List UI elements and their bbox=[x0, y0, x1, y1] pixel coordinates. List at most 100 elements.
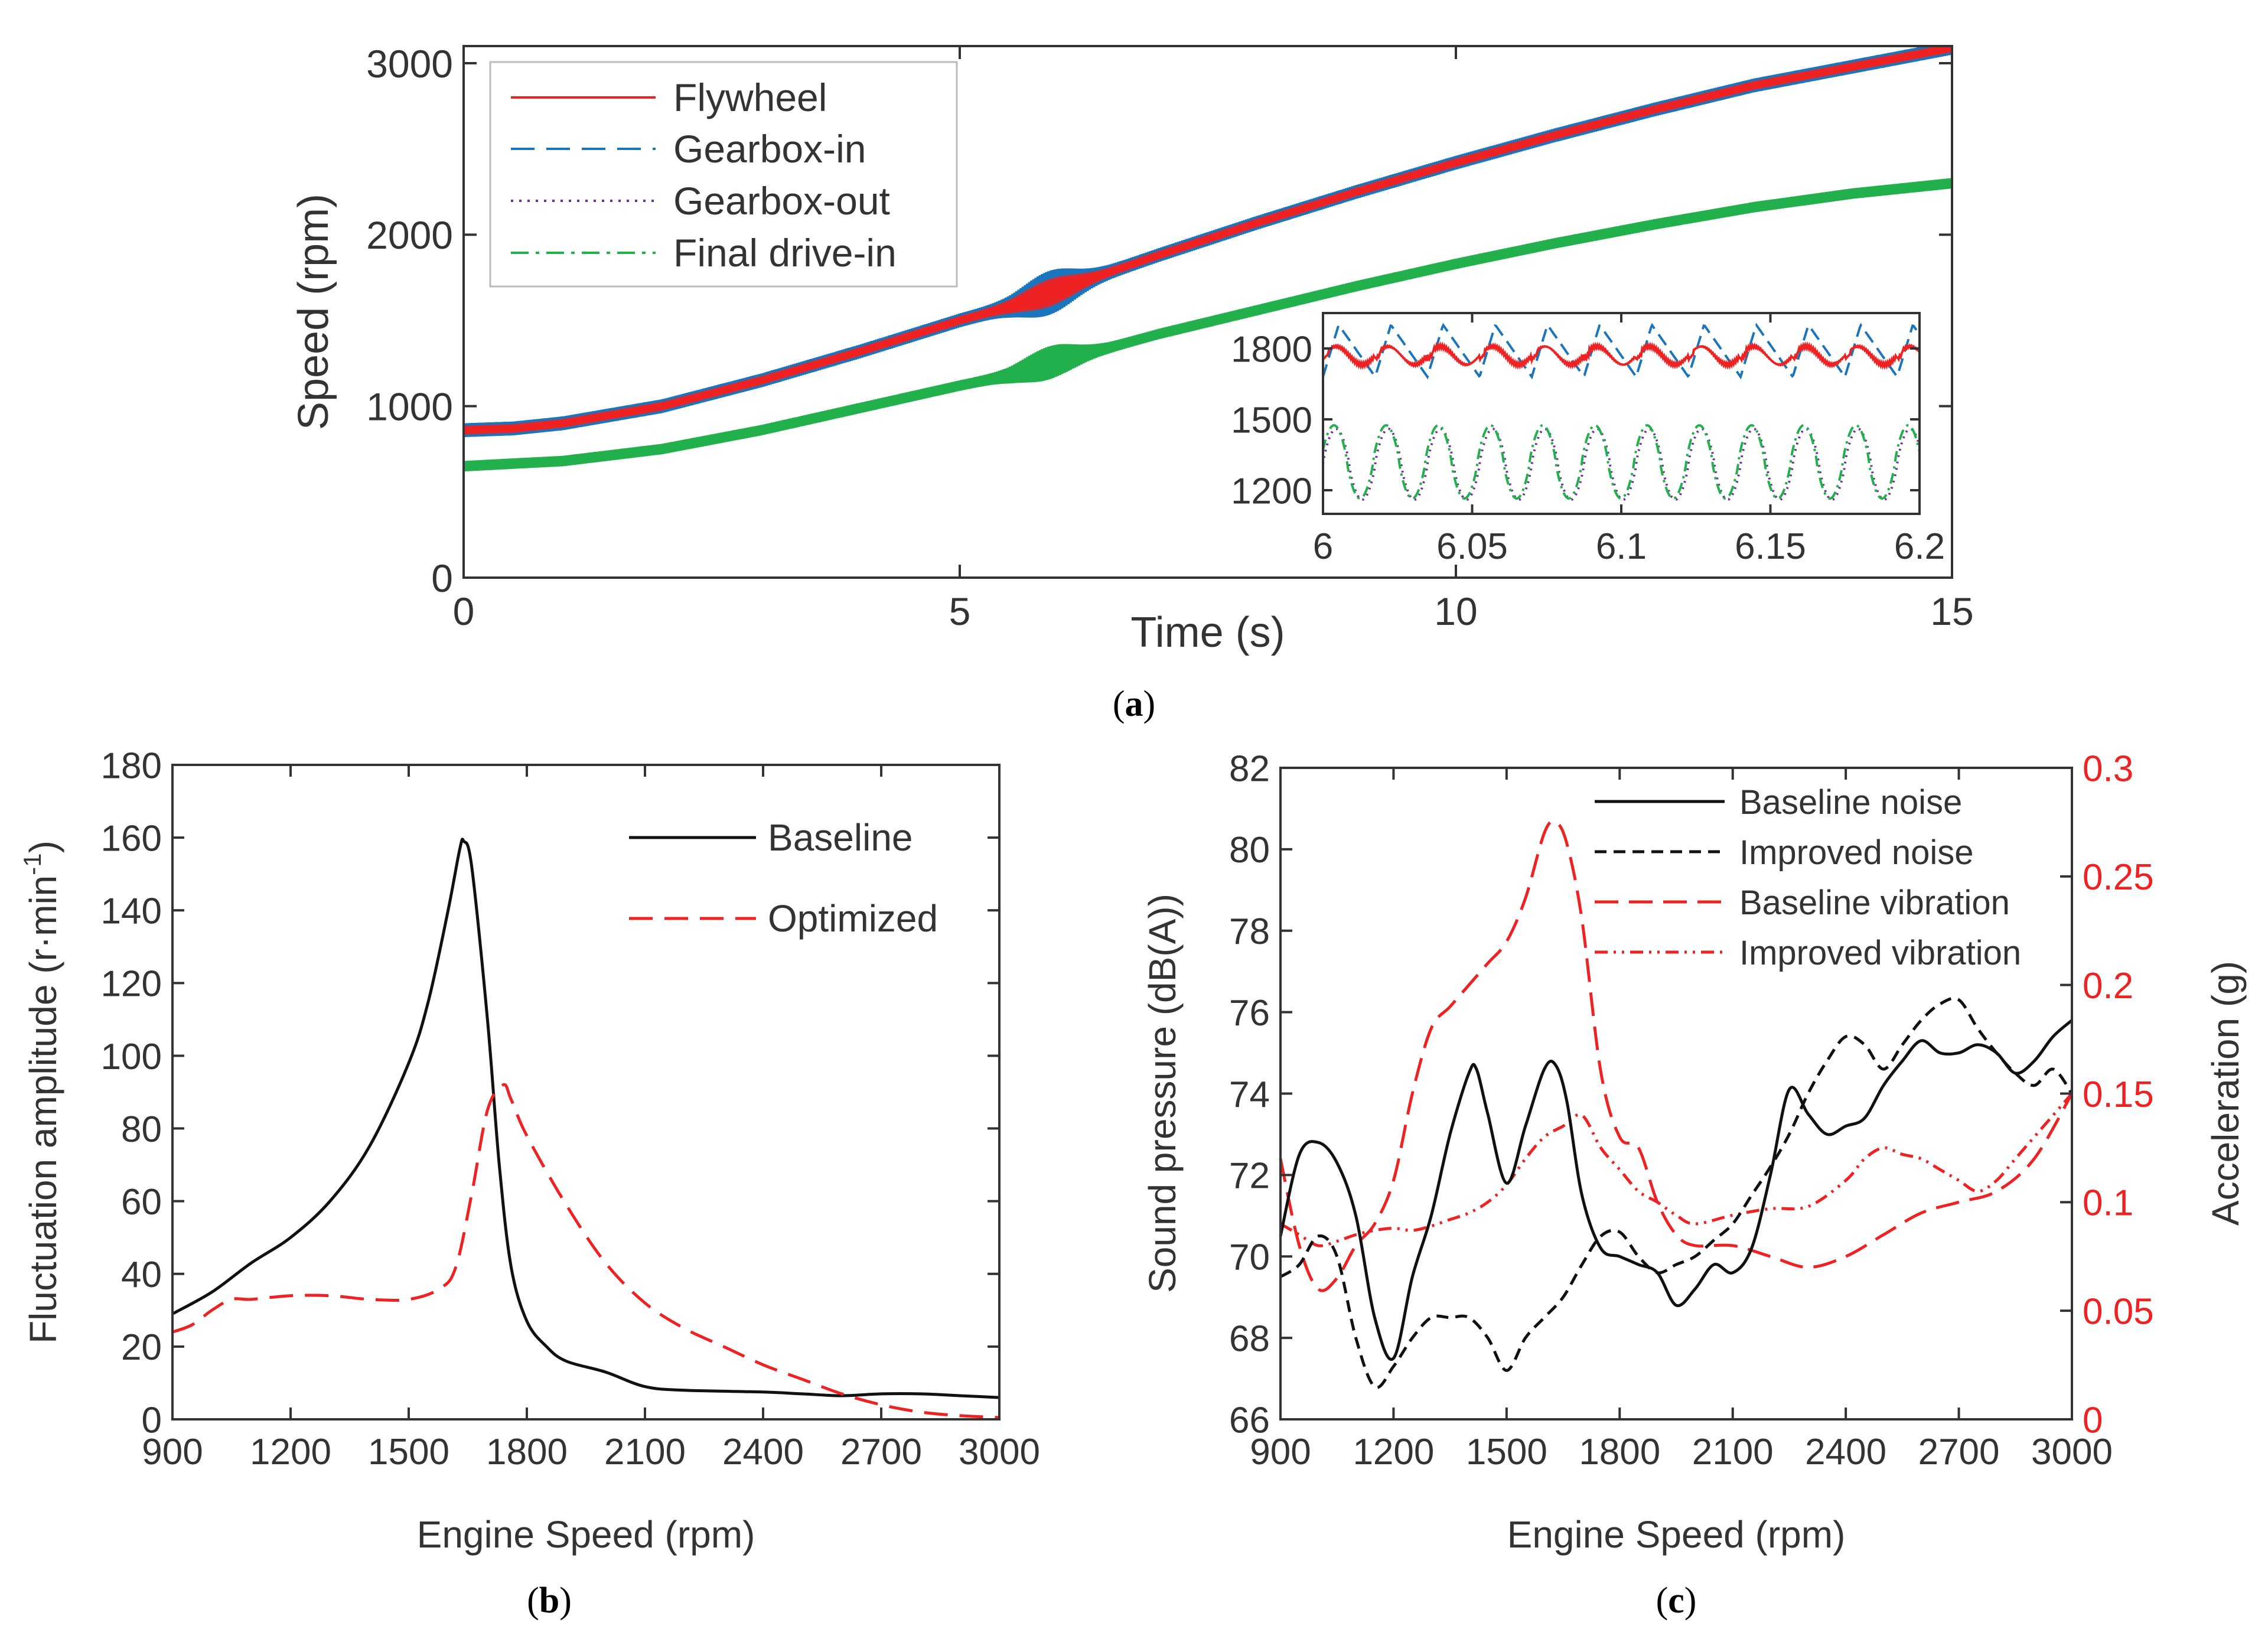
panel-a-y-tick-label-0: 0 bbox=[431, 556, 453, 600]
panel-b-y-tick-label-160: 160 bbox=[101, 818, 162, 859]
panel-b-y-label-main: Fluctuation amplitude (r·min bbox=[22, 875, 64, 1344]
legend-label-baseline-vibration: Baseline vibration bbox=[1739, 884, 2010, 922]
panel-c-series-baseline-noise bbox=[1279, 1019, 2073, 1361]
caption-b-letter: b bbox=[539, 1581, 559, 1621]
panel-a-x-tick-label-5: 5 bbox=[949, 589, 971, 633]
inset-series-gearbox-out bbox=[1323, 427, 1920, 501]
panel-b-fluctuation-chart: 900 1200 1500 1800 2100 2400 2700 3000 0 20 40 60 80… bbox=[18, 745, 1040, 1621]
panel-c-right-y-axis-label: Acceleration (g) bbox=[2204, 961, 2247, 1226]
panel-b-x-axis-label: Engine Speed (rpm) bbox=[417, 1513, 755, 1556]
panel-c-x-tick-label-1500: 1500 bbox=[1466, 1432, 1547, 1472]
legend-label-improved-vibration: Improved vibration bbox=[1739, 934, 2021, 972]
panel-a-x-axis-label: Time (s) bbox=[1130, 609, 1285, 656]
panel-a-speed-chart: 0 5 10 15 0 1000 2000 3000 Time (s) Speed (rpm)… bbox=[290, 42, 1974, 724]
panel-a-series-final-drive-in bbox=[464, 178, 1952, 472]
panel-c-y2-tick-label-0-15: 0.15 bbox=[2083, 1074, 2154, 1115]
panel-c-y-tick-label-68: 68 bbox=[1229, 1318, 1270, 1359]
panel-a-y-tick-label-1000: 1000 bbox=[366, 385, 453, 428]
panel-b-legend: Baseline Optimized bbox=[629, 816, 938, 940]
inset-series-final-drive-in bbox=[1323, 423, 1920, 500]
legend-label-baseline: Baseline bbox=[768, 816, 913, 859]
panel-b-ticks: 900 1200 1500 1800 2100 2400 2700 3000 0 20 40 60 80… bbox=[101, 745, 1040, 1472]
panel-b-y-tick-label-20: 20 bbox=[121, 1327, 162, 1368]
panel-a-axes-frame bbox=[462, 45, 1953, 579]
panel-c-x-tick-label-1200: 1200 bbox=[1353, 1432, 1434, 1472]
panel-a-inset: 6 6.05 6.1 6.15 6.2 1200 1500 1800 bbox=[1231, 312, 1945, 567]
panel-c-series-improved-noise bbox=[1279, 996, 2074, 1389]
panel-c-x-tick-label-1800: 1800 bbox=[1579, 1432, 1660, 1472]
panel-b-caption: (b) bbox=[527, 1581, 572, 1621]
panel-b-y-tick-label-40: 40 bbox=[121, 1255, 162, 1295]
panel-b-y-tick-label-140: 140 bbox=[101, 891, 162, 932]
inset-y-tick-label-1500: 1500 bbox=[1231, 400, 1312, 441]
legend-label-baseline-noise: Baseline noise bbox=[1739, 783, 1962, 822]
panel-a-y-axis-label: Speed (rpm) bbox=[290, 194, 337, 430]
caption-b-open: ( bbox=[527, 1581, 539, 1621]
panel-b-y-tick-label-80: 80 bbox=[121, 1109, 162, 1150]
panel-b-series-group bbox=[171, 838, 1000, 1419]
panel-c-y-tick-label-70: 70 bbox=[1229, 1237, 1270, 1278]
panel-c-y-tick-label-76: 76 bbox=[1229, 993, 1270, 1034]
panel-c-y-tick-label-82: 82 bbox=[1229, 748, 1270, 789]
panel-c-series-improved-vibration bbox=[1279, 1092, 2073, 1247]
legend-label-optimized: Optimized bbox=[768, 897, 938, 940]
inset-x-tick-label-6: 6 bbox=[1313, 526, 1333, 567]
panel-a-y-tick-label-2000: 2000 bbox=[366, 213, 453, 257]
panel-b-y-axis-label: Fluctuation amplitude (r·min-1) bbox=[18, 840, 64, 1344]
legend-label-gearbox-in: Gearbox-in bbox=[673, 127, 866, 171]
panel-c-y-tick-label-74: 74 bbox=[1229, 1074, 1270, 1115]
panel-c-legend: Baseline noise Improved noise Baseline v… bbox=[1595, 783, 2021, 972]
panel-c-noise-vibration-chart: 900 1200 1500 1800 2100 2400 2700 3000 66 68 70 72 7… bbox=[1141, 748, 2247, 1621]
inset-series-gearbox-in bbox=[1323, 322, 1920, 380]
panel-b-x-tick-label-2100: 2100 bbox=[604, 1432, 686, 1472]
panel-b-x-tick-label-2700: 2700 bbox=[840, 1432, 922, 1472]
caption-b-close: ) bbox=[559, 1581, 572, 1621]
legend-label-gearbox-out: Gearbox-out bbox=[673, 179, 890, 223]
inset-ticks: 6 6.05 6.1 6.15 6.2 1200 1500 1800 bbox=[1231, 313, 1945, 567]
caption-c-close: ) bbox=[1684, 1581, 1697, 1621]
panel-a-x-tick-label-0: 0 bbox=[453, 589, 475, 633]
panel-c-ticks: 900 1200 1500 1800 2100 2400 2700 3000 66 68 70 72 7… bbox=[1229, 748, 2154, 1472]
panel-a-legend: Flywheel Gearbox-in Gearbox-out Final dr… bbox=[489, 61, 958, 288]
panel-b-x-tick-label-900: 900 bbox=[142, 1432, 203, 1472]
panel-b-y-tick-label-0: 0 bbox=[142, 1400, 162, 1441]
caption-c-open: ( bbox=[1656, 1581, 1669, 1621]
panel-b-axes-frame bbox=[171, 764, 1001, 1421]
panel-c-series-group bbox=[1279, 820, 2074, 1389]
inset-x-tick-label-6-1: 6.1 bbox=[1596, 526, 1647, 567]
inset-y-tick-label-1200: 1200 bbox=[1231, 471, 1312, 511]
panel-a-y-tick-label-3000: 3000 bbox=[366, 42, 453, 86]
inset-x-tick-label-6-15: 6.15 bbox=[1735, 526, 1806, 567]
panel-a-x-tick-label-15: 15 bbox=[1930, 589, 1973, 633]
panel-c-y2-tick-label-0-25: 0.25 bbox=[2083, 857, 2154, 898]
inset-background bbox=[1323, 313, 1920, 514]
panel-b-x-tick-label-1800: 1800 bbox=[486, 1432, 568, 1472]
panel-c-x-tick-label-2700: 2700 bbox=[1918, 1432, 2000, 1472]
inset-y-tick-label-1800: 1800 bbox=[1231, 329, 1312, 370]
panel-c-y2-tick-label-0-2: 0.2 bbox=[2083, 966, 2133, 1006]
panel-b-y-label-sup: -1 bbox=[18, 853, 46, 875]
panel-c-x-tick-label-2100: 2100 bbox=[1692, 1432, 1774, 1472]
panel-c-x-axis-label: Engine Speed (rpm) bbox=[1507, 1513, 1846, 1556]
panel-c-y-tick-label-66: 66 bbox=[1229, 1400, 1270, 1441]
inset-x-tick-label-6-2: 6.2 bbox=[1894, 526, 1945, 567]
panel-c-y2-tick-label-0-05: 0.05 bbox=[2083, 1291, 2154, 1332]
legend-label-final-drive-in: Final drive-in bbox=[673, 231, 897, 275]
panel-b-x-tick-label-3000: 3000 bbox=[959, 1432, 1040, 1472]
inset-series-flywheel bbox=[1323, 341, 1920, 370]
panel-c-y2-tick-label-0-1: 0.1 bbox=[2083, 1183, 2133, 1224]
panel-c-x-tick-label-3000: 3000 bbox=[2031, 1432, 2113, 1472]
panel-b-series-optimized bbox=[172, 1083, 1000, 1419]
panel-a-series-flywheel bbox=[464, 46, 1952, 435]
panel-c-x-tick-label-900: 900 bbox=[1250, 1432, 1311, 1472]
panel-b-y-tick-label-100: 100 bbox=[101, 1037, 162, 1077]
inset-series-group bbox=[1323, 322, 1920, 501]
panel-b-series-baseline bbox=[171, 838, 1000, 1399]
panel-c-series-baseline-vibration bbox=[1279, 820, 2074, 1292]
panel-c-left-y-axis-label: Sound pressure (dB(A)) bbox=[1141, 894, 1184, 1293]
panel-c-y2-tick-label-0-3: 0.3 bbox=[2083, 748, 2133, 789]
panel-b-y-label-close: ) bbox=[22, 840, 64, 853]
panel-c-caption: (c) bbox=[1656, 1581, 1697, 1621]
panel-c-y-tick-label-78: 78 bbox=[1229, 911, 1270, 952]
